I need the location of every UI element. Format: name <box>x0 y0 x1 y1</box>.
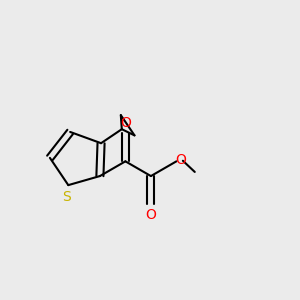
Text: O: O <box>146 208 156 222</box>
Text: O: O <box>175 153 186 167</box>
Text: O: O <box>120 116 131 130</box>
Text: S: S <box>62 190 71 204</box>
